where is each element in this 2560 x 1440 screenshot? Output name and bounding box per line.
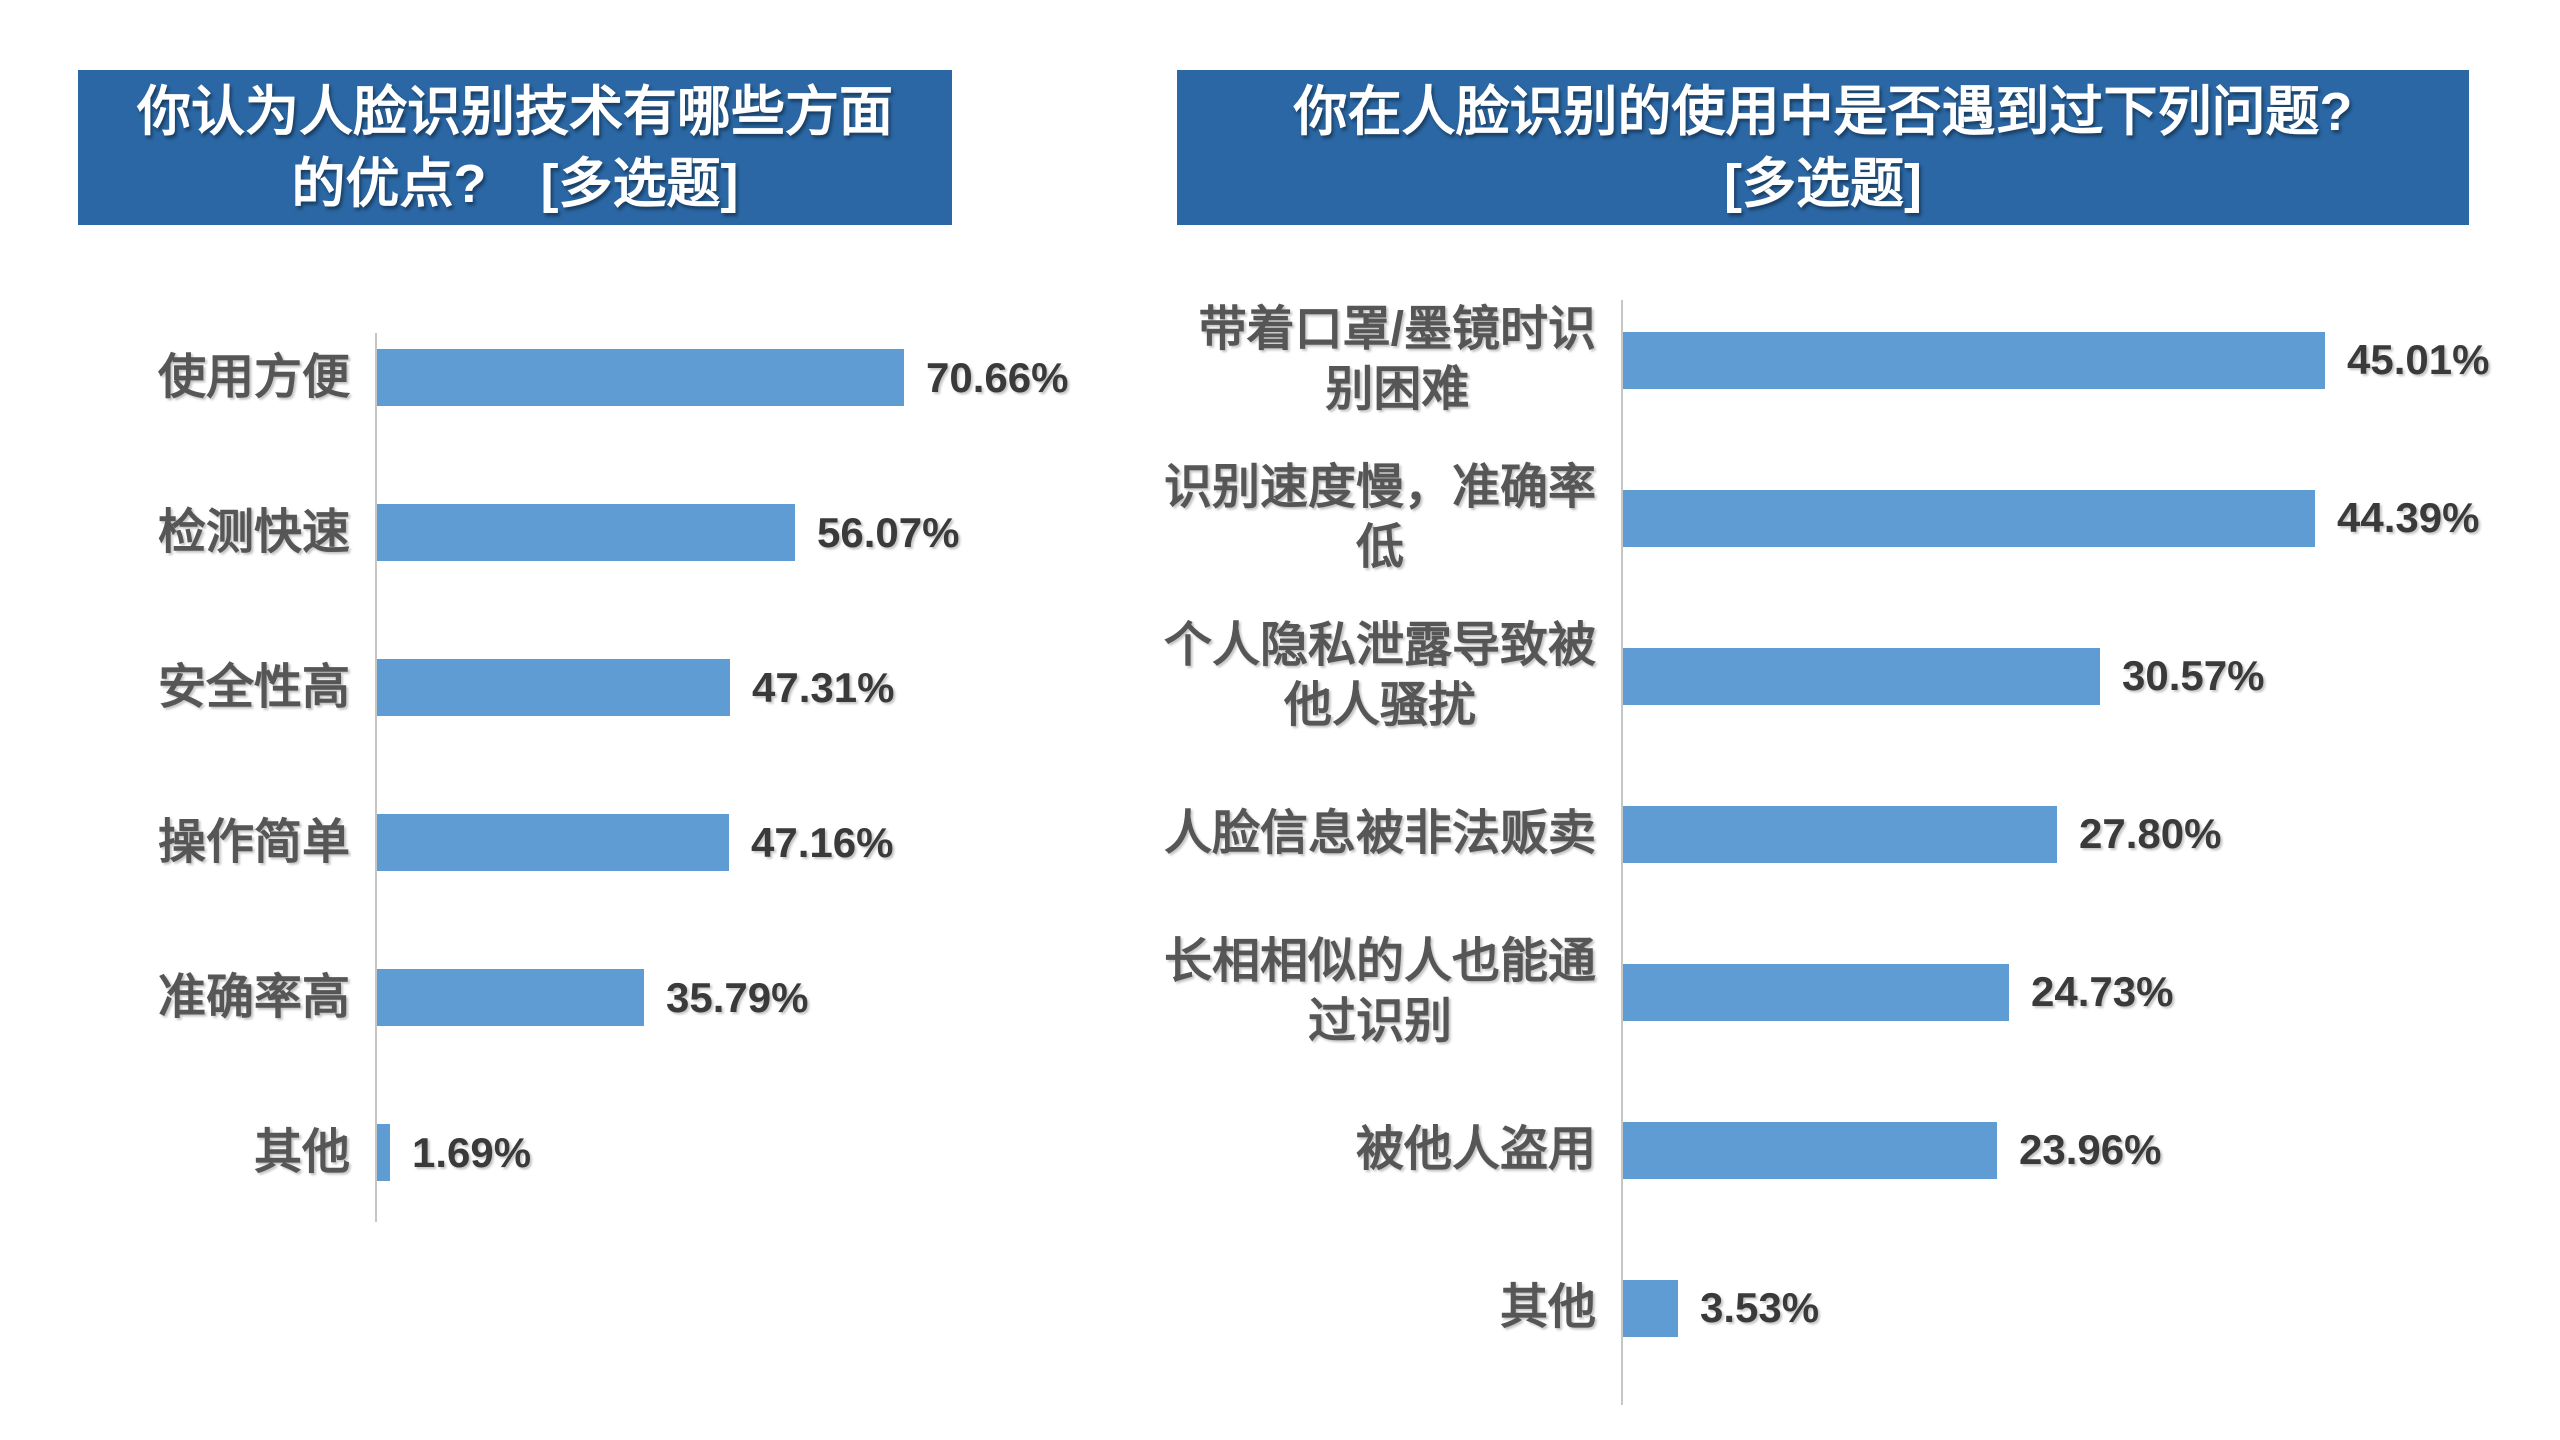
value-label: 47.16% xyxy=(751,818,894,866)
value-label: 27.80% xyxy=(2079,810,2222,857)
category-label: 安全性高 xyxy=(157,660,350,714)
axis-line-problems xyxy=(1621,300,1623,1405)
bar xyxy=(1623,331,2325,389)
bar xyxy=(377,1124,390,1181)
bar xyxy=(1623,1279,1678,1337)
value-label: 47.31% xyxy=(752,663,895,711)
bar xyxy=(1623,489,2315,547)
value-label: 70.66% xyxy=(926,353,1069,401)
category-label: 长相相似的人也能通 过识别 xyxy=(1163,935,1596,1048)
value-label: 35.79% xyxy=(666,973,809,1021)
category-label: 准确率高 xyxy=(157,970,350,1024)
value-label: 24.73% xyxy=(2031,968,2174,1015)
bar xyxy=(377,659,730,716)
value-label: 45.01% xyxy=(2347,336,2490,383)
bar xyxy=(377,349,904,406)
bar xyxy=(1623,1121,1997,1179)
category-label: 人脸信息被非法贩卖 xyxy=(1163,807,1596,860)
bar xyxy=(377,504,795,561)
category-label: 其他 xyxy=(253,1125,350,1179)
category-label: 个人隐私泄露导致被 他人骚扰 xyxy=(1163,619,1596,732)
category-label: 其他 xyxy=(1499,1281,1596,1334)
value-label: 56.07% xyxy=(817,508,960,556)
category-label: 带着口罩/墨镜时识 别困难 xyxy=(1198,303,1596,416)
bar xyxy=(1623,963,2009,1021)
category-label: 使用方便 xyxy=(157,350,350,404)
value-label: 3.53% xyxy=(1700,1284,1820,1331)
bar xyxy=(377,969,644,1026)
chart-title-problems: 你在人脸识别的使用中是否遇到过下列问题? [多选题] xyxy=(1177,70,2469,225)
bar xyxy=(377,814,729,871)
category-label: 操作简单 xyxy=(157,815,350,869)
bar xyxy=(1623,647,2100,705)
value-label: 1.69% xyxy=(412,1128,532,1176)
value-label: 23.96% xyxy=(2019,1126,2162,1173)
value-label: 44.39% xyxy=(2337,494,2480,541)
category-label: 被他人盗用 xyxy=(1355,1123,1596,1176)
value-label: 30.57% xyxy=(2122,652,2265,699)
chart-title-advantages: 你认为人脸识别技术有哪些方面 的优点? [多选题] xyxy=(78,70,952,225)
category-label: 检测快速 xyxy=(157,505,350,559)
bar xyxy=(1623,805,2057,863)
axis-line-advantages xyxy=(375,333,377,1222)
category-label: 识别速度慢，准确率 低 xyxy=(1163,461,1596,574)
